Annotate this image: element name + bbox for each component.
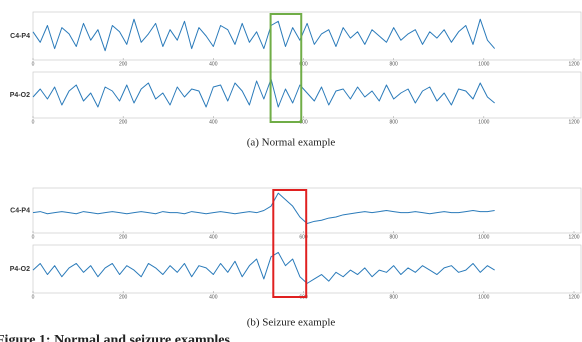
x-tick-label: 1000 (478, 61, 489, 67)
y-axis-label: P4-O2 (10, 266, 30, 273)
x-tick-label: 1200 (568, 61, 579, 67)
x-tick-label: 400 (209, 294, 218, 300)
x-tick-label: 1000 (478, 294, 489, 300)
y-axis-label: C4-P4 (10, 33, 30, 40)
x-tick-label: 200 (119, 61, 128, 67)
x-tick-label: 600 (299, 61, 308, 67)
x-tick-label: 0 (32, 61, 35, 67)
x-tick-label: 400 (209, 61, 218, 67)
x-tick-label: 800 (389, 119, 398, 125)
plot-frame (32, 11, 582, 61)
x-tick-label: 800 (389, 234, 398, 240)
x-tick-label: 400 (209, 234, 218, 240)
panel-caption: (a) Normal example (247, 137, 336, 149)
x-tick-label: 800 (389, 61, 398, 67)
x-tick-label: 1200 (568, 234, 579, 240)
x-tick-label: 1200 (568, 119, 579, 125)
plot-frame (32, 71, 582, 119)
x-tick-label: 600 (299, 234, 308, 240)
panel-caption: (b) Seizure example (247, 317, 336, 329)
x-tick-label: 200 (119, 119, 128, 125)
signal-line (32, 192, 495, 224)
x-tick-label: 600 (299, 119, 308, 125)
x-tick-label: 0 (32, 234, 35, 240)
x-tick-label: 1000 (478, 119, 489, 125)
x-tick-label: 200 (119, 234, 128, 240)
x-tick-label: 400 (209, 119, 218, 125)
y-axis-label: P4-O2 (10, 92, 30, 99)
x-tick-label: 0 (32, 119, 35, 125)
signal-line (32, 251, 495, 284)
highlight-box (269, 13, 303, 123)
figure-caption: Figure 1: Normal and seizure examples (0, 333, 231, 342)
x-tick-label: 0 (32, 294, 35, 300)
signal-line (32, 78, 495, 108)
x-tick-label: 800 (389, 294, 398, 300)
y-axis-label: C4-P4 (10, 207, 30, 214)
signal-line (32, 18, 496, 52)
x-tick-label: 200 (119, 294, 128, 300)
x-tick-label: 1200 (568, 294, 579, 300)
highlight-box (272, 189, 308, 298)
x-tick-label: 1000 (478, 234, 489, 240)
